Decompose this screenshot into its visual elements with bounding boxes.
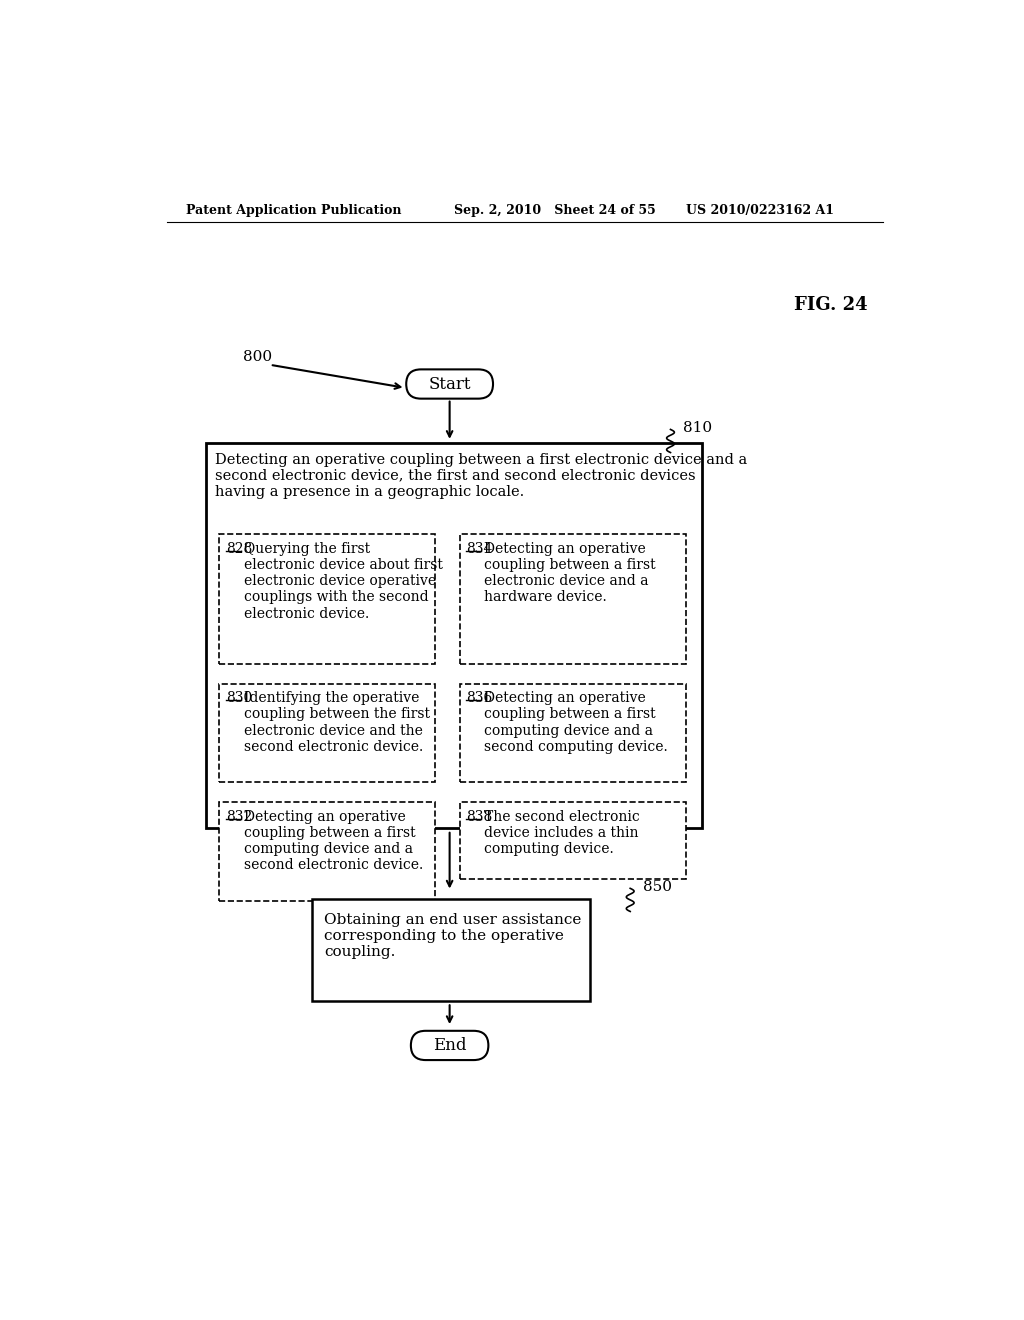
Text: Patent Application Publication: Patent Application Publication bbox=[186, 205, 401, 218]
Text: Detecting an operative
coupling between a first
computing device and a
second el: Detecting an operative coupling between … bbox=[244, 810, 423, 873]
Text: Identifying the operative
coupling between the first
electronic device and the
s: Identifying the operative coupling betwe… bbox=[244, 692, 430, 754]
Bar bbox=[219, 535, 435, 664]
Text: FIG. 24: FIG. 24 bbox=[795, 296, 868, 314]
Text: Start: Start bbox=[428, 375, 471, 392]
Text: Obtaining an end user assistance
corresponding to the operative
coupling.: Obtaining an end user assistance corresp… bbox=[324, 913, 582, 960]
Text: 810: 810 bbox=[683, 421, 712, 434]
Text: The second electronic
device includes a thin
computing device.: The second electronic device includes a … bbox=[484, 810, 640, 857]
Text: Detecting an operative
coupling between a first
electronic device and a
hardware: Detecting an operative coupling between … bbox=[484, 543, 655, 605]
Bar bbox=[219, 803, 435, 900]
Text: 828: 828 bbox=[225, 543, 252, 556]
FancyBboxPatch shape bbox=[411, 1031, 488, 1060]
Text: 832: 832 bbox=[225, 810, 252, 824]
Text: US 2010/0223162 A1: US 2010/0223162 A1 bbox=[686, 205, 834, 218]
Text: 834: 834 bbox=[466, 543, 493, 556]
Text: 830: 830 bbox=[225, 692, 252, 705]
Bar bbox=[460, 535, 686, 664]
Text: Detecting an operative coupling between a first electronic device and a
second e: Detecting an operative coupling between … bbox=[215, 453, 748, 499]
Text: 838: 838 bbox=[466, 810, 493, 824]
FancyBboxPatch shape bbox=[407, 370, 493, 399]
Text: Querying the first
electronic device about first
electronic device operative
cou: Querying the first electronic device abo… bbox=[244, 543, 442, 620]
Bar bbox=[460, 803, 686, 879]
Bar bbox=[460, 684, 686, 781]
Bar bbox=[219, 684, 435, 781]
Bar bbox=[206, 444, 701, 829]
Text: Sep. 2, 2010   Sheet 24 of 55: Sep. 2, 2010 Sheet 24 of 55 bbox=[454, 205, 655, 218]
Text: 836: 836 bbox=[466, 692, 493, 705]
Text: 850: 850 bbox=[643, 880, 672, 894]
Text: Detecting an operative
coupling between a first
computing device and a
second co: Detecting an operative coupling between … bbox=[484, 692, 668, 754]
Bar bbox=[312, 899, 590, 1001]
Text: End: End bbox=[433, 1038, 466, 1053]
Text: 800: 800 bbox=[243, 350, 271, 364]
